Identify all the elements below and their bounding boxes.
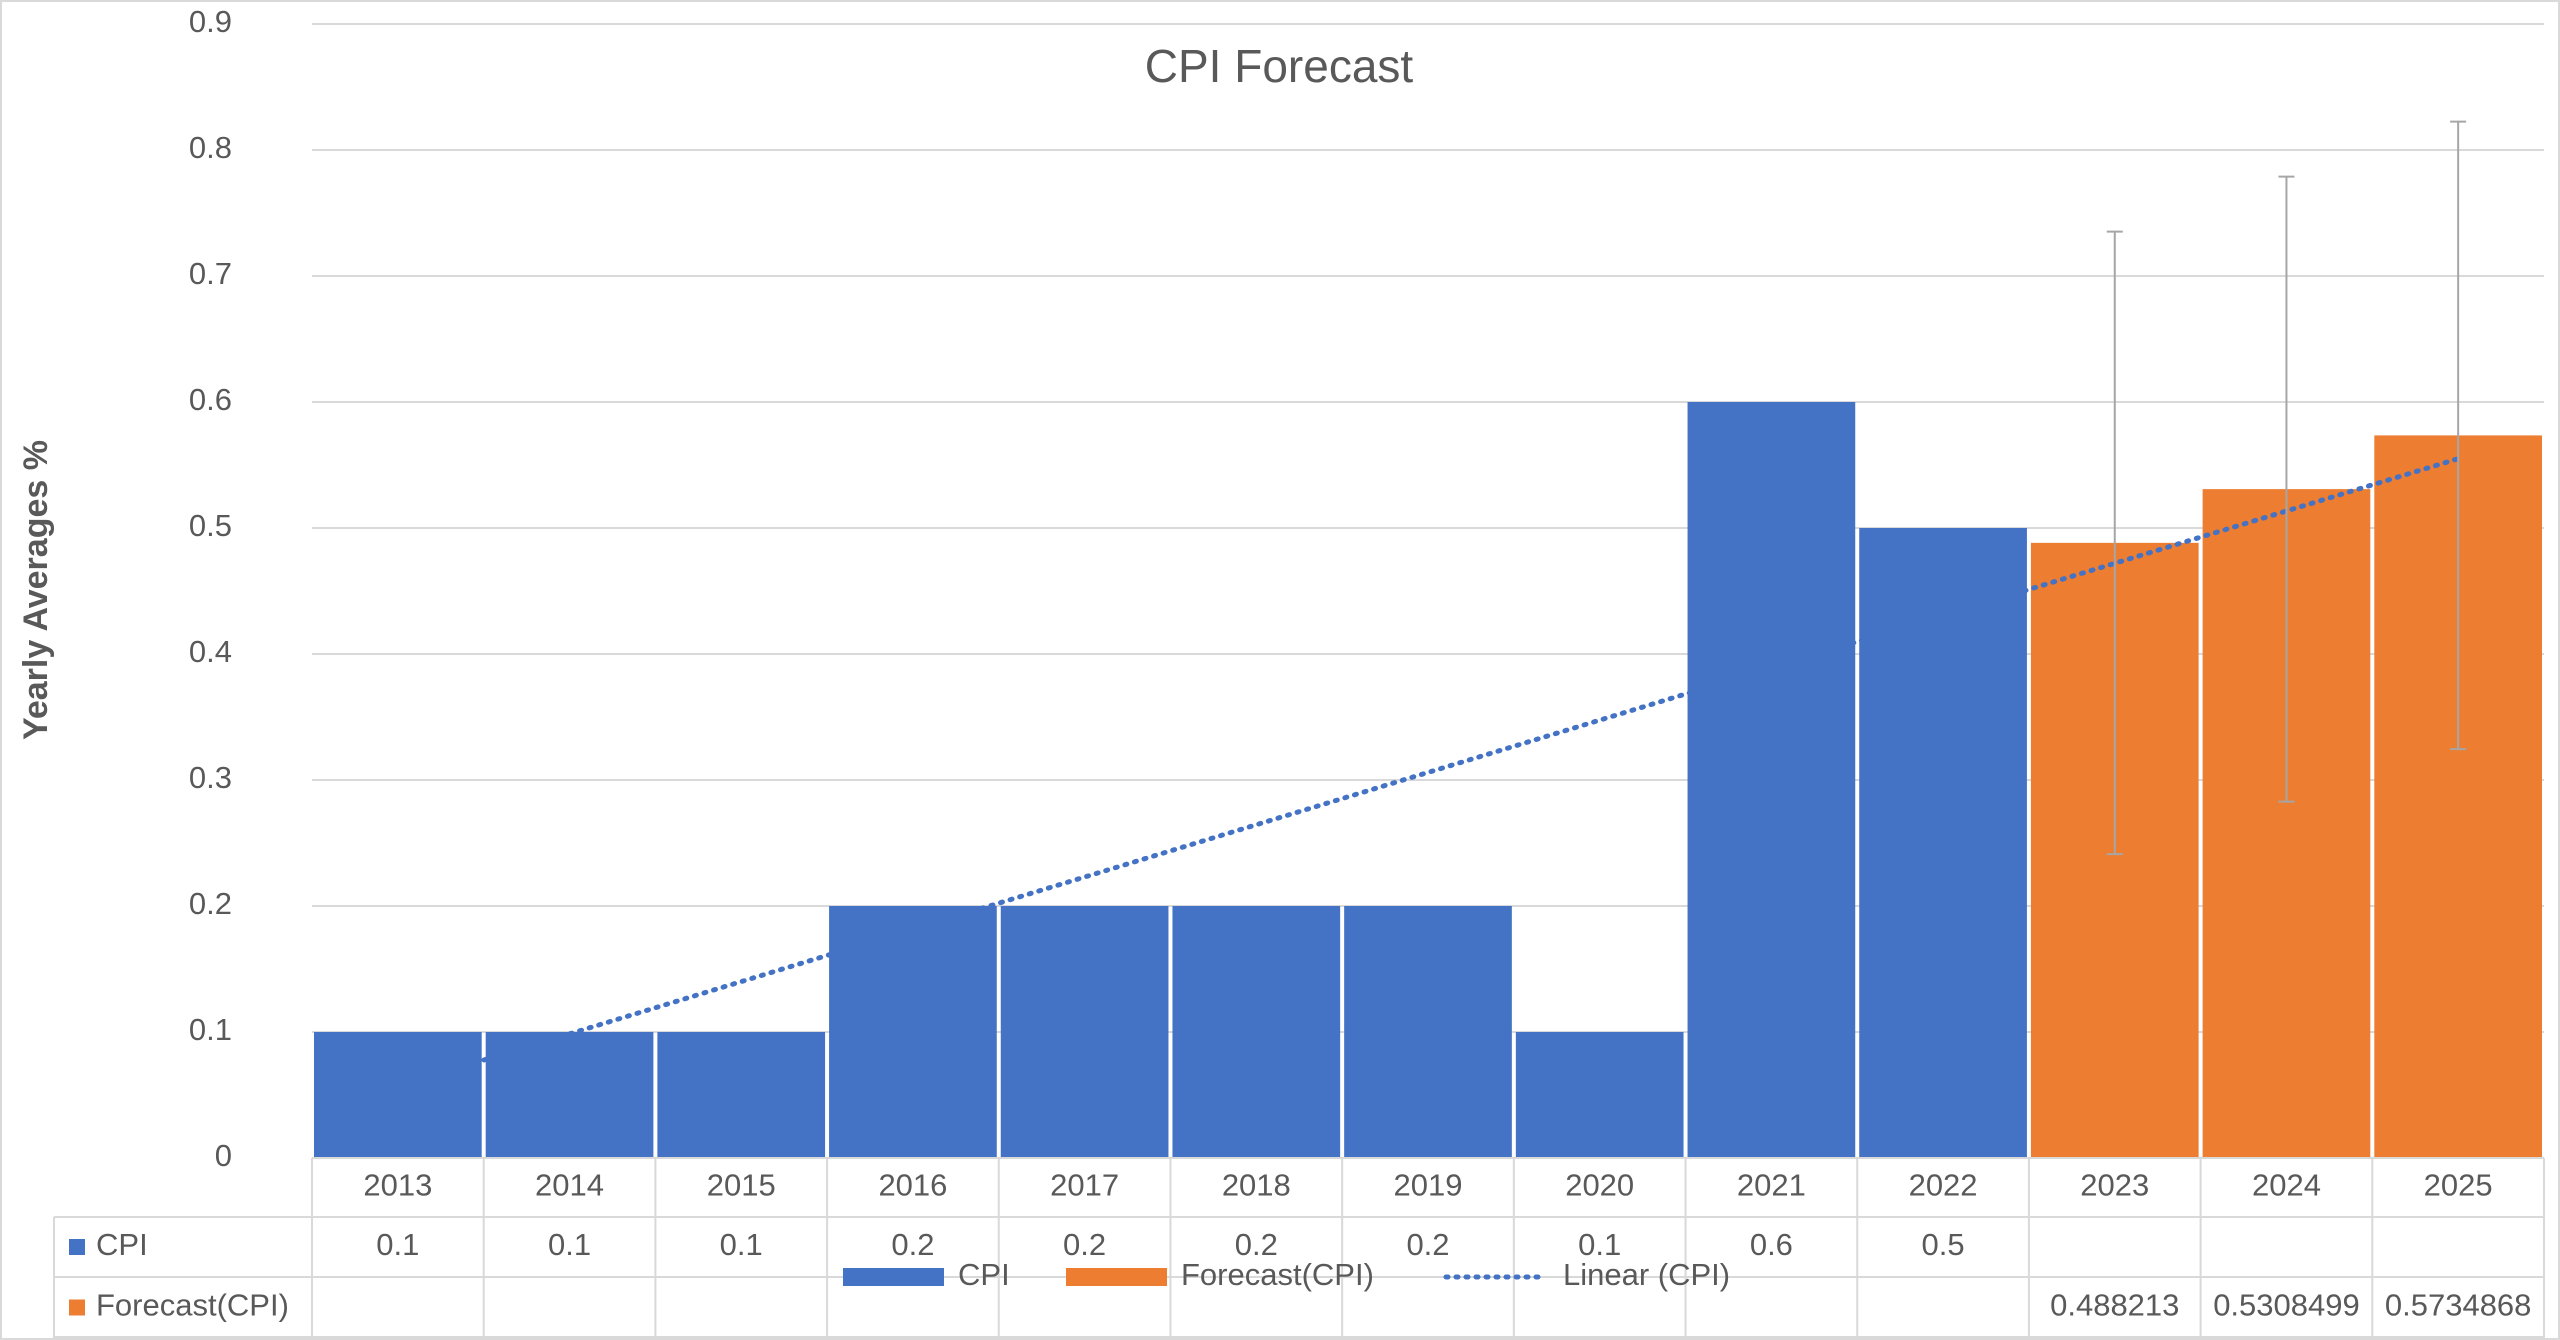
table-value: 0.2	[1063, 1227, 1106, 1262]
x-tick-label: 2014	[535, 1168, 604, 1203]
table-value: 0.1	[720, 1227, 763, 1262]
chart-title: CPI Forecast	[1145, 40, 1414, 92]
y-tick-label: 0.3	[189, 760, 232, 795]
y-axis-label: Yearly Averages %	[17, 440, 55, 740]
x-tick-label: 2020	[1565, 1168, 1634, 1203]
table-value: 0.488213	[2050, 1288, 2179, 1323]
row-label: CPI	[96, 1227, 148, 1262]
legend-label: Linear (CPI)	[1563, 1257, 1730, 1292]
x-tick-label: 2013	[363, 1168, 432, 1203]
y-tick-label: 0.7	[189, 256, 232, 291]
bar	[657, 1032, 826, 1158]
table-value: 0.5	[1922, 1227, 1965, 1262]
x-tick-label: 2021	[1737, 1168, 1806, 1203]
x-tick-label: 2017	[1050, 1168, 1119, 1203]
table-value: 0.1	[376, 1227, 419, 1262]
y-tick-label: 0.5	[189, 508, 232, 543]
bar	[1687, 402, 1856, 1158]
x-tick-label: 2019	[1394, 1168, 1463, 1203]
table-value: 0.2	[1406, 1227, 1449, 1262]
x-tick-label: 2024	[2252, 1168, 2321, 1203]
legend-key	[69, 1299, 85, 1316]
bar	[1859, 528, 2027, 1158]
table-value: 0.2	[1235, 1227, 1278, 1262]
bar	[1515, 1032, 1684, 1158]
x-tick-label: 2025	[2424, 1168, 2493, 1203]
trend-line	[395, 456, 2461, 1089]
y-tick-label: 0	[215, 1138, 232, 1173]
table-value: 0.2	[891, 1227, 934, 1262]
x-tick-label: 2015	[707, 1168, 776, 1203]
legend-label: CPI	[958, 1257, 1010, 1292]
table-value: 0.1	[548, 1227, 591, 1262]
y-tick-label: 0.1	[189, 1012, 232, 1047]
bar	[1344, 906, 1512, 1158]
table-value: 0.6	[1750, 1227, 1793, 1262]
table-value: 0.5308499	[2213, 1288, 2360, 1323]
bar	[829, 906, 997, 1158]
x-tick-label: 2023	[2080, 1168, 2149, 1203]
x-tick-label: 2016	[878, 1168, 947, 1203]
table-value: 0.1	[1578, 1227, 1621, 1262]
legend-key	[69, 1239, 85, 1255]
row-label: Forecast(CPI)	[96, 1288, 289, 1323]
y-tick-label: 0.6	[189, 382, 232, 417]
x-tick-label: 2022	[1909, 1168, 1978, 1203]
legend-swatch	[1066, 1268, 1167, 1286]
y-tick-label: 0.9	[189, 4, 232, 39]
table-value: 0.5734868	[2385, 1288, 2532, 1323]
bar	[314, 1032, 482, 1158]
legend-label: Forecast(CPI)	[1181, 1257, 1374, 1292]
bar	[1172, 906, 1341, 1158]
y-tick-label: 0.4	[189, 634, 232, 669]
y-tick-label: 0.2	[189, 886, 232, 921]
x-tick-label: 2018	[1222, 1168, 1291, 1203]
bar	[1000, 906, 1169, 1158]
legend-swatch	[843, 1268, 944, 1286]
bar	[485, 1032, 654, 1158]
y-tick-label: 0.8	[189, 130, 232, 165]
